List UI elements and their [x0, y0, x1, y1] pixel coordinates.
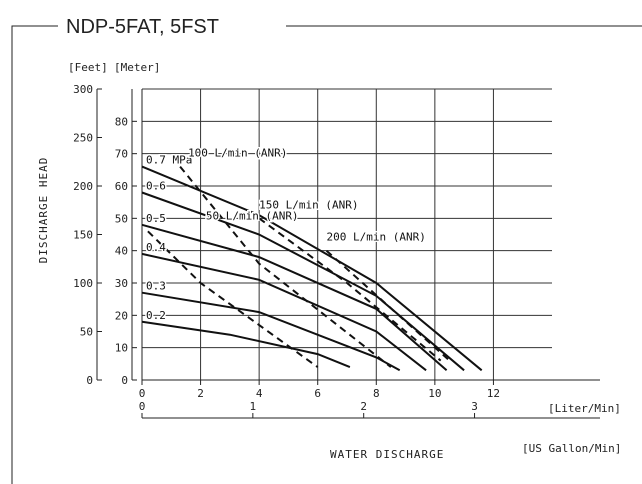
feet-tick-label-250: 250 [73, 132, 93, 145]
pressure-curve-2 [141, 223, 448, 372]
feet-tick-label-0: 0 [86, 374, 93, 387]
grid-lines [142, 88, 552, 380]
pressure-label-4: 0.3 [146, 280, 166, 293]
pressure-label-1: 0.6 [146, 179, 166, 192]
meter-tick-label-60: 60 [115, 180, 128, 193]
pressure-label-3: 0.4 [146, 241, 166, 254]
liter-tick-label-12: 12 [487, 387, 500, 400]
feet-tick-label-50: 50 [80, 326, 93, 339]
meter-tick-label-50: 50 [115, 212, 128, 225]
axes [96, 88, 600, 419]
gallon-tick-label-3: 3 [471, 400, 478, 413]
air-label-2: 150 L/min (ANR) [259, 198, 358, 211]
series-group [141, 165, 483, 372]
air-curve-3 [325, 249, 451, 362]
gallon-unit-label: [US Gallon/Min] [522, 442, 621, 455]
air-curve-1 [179, 165, 392, 368]
chart-frame [11, 25, 58, 484]
feet-unit-label: [Feet] [68, 61, 108, 74]
gallon-tick-label-2: 2 [360, 400, 367, 413]
gallon-tick-label-1: 1 [250, 400, 257, 413]
pressure-label-2: 0.5 [146, 212, 166, 225]
pressure-curve-4 [141, 291, 401, 372]
liter-tick-label-8: 8 [373, 387, 380, 400]
air-label-3: 200 L/min (ANR) [327, 231, 426, 244]
liter-tick-label-6: 6 [314, 387, 321, 400]
air-curve-2 [258, 217, 442, 362]
liter-tick-label-10: 10 [428, 387, 441, 400]
meter-tick-label-70: 70 [115, 148, 128, 161]
liter-unit-label: [Liter/Min] [548, 402, 621, 415]
meter-unit-label: [Meter] [114, 61, 160, 74]
meter-tick-label-80: 80 [115, 115, 128, 128]
meter-tick-label-0: 0 [121, 374, 128, 387]
y-axis-title: DISCHARGE HEAD [37, 157, 50, 264]
feet-tick-label-150: 150 [73, 229, 93, 242]
x-axis-title: WATER DISCHARGE [330, 448, 444, 461]
pressure-label-0: 0.7 MPa [146, 154, 192, 167]
meter-tick-label-20: 20 [115, 309, 128, 322]
meter-tick-label-30: 30 [115, 277, 128, 290]
air-label-1: 100 L/min (ANR) [188, 147, 287, 160]
liter-tick-label-2: 2 [197, 387, 204, 400]
air-label-0: 50 L/min (ANR) [206, 209, 299, 222]
feet-tick-label-100: 100 [73, 277, 93, 290]
feet-tick-label-300: 300 [73, 83, 93, 96]
meter-tick-label-10: 10 [115, 342, 128, 355]
air-curve-0 [147, 230, 319, 368]
pressure-curve-3 [141, 252, 427, 372]
series-labels: 0.7 MPa 0.6 0.5 0.4 0.3 0.2 50 L/min (ANR) 100 … [145, 145, 428, 323]
pressure-curve-0 [141, 165, 483, 372]
chart-title: NDP-5FAT, 5FST [66, 16, 219, 38]
feet-tick-label-200: 200 [73, 180, 93, 193]
gallon-tick-label-0: 0 [139, 400, 146, 413]
pressure-curve-5 [141, 320, 351, 369]
liter-tick-label-0: 0 [139, 387, 146, 400]
liter-tick-label-4: 4 [256, 387, 263, 400]
pressure-label-5: 0.2 [146, 309, 166, 322]
meter-tick-label-40: 40 [115, 245, 128, 258]
